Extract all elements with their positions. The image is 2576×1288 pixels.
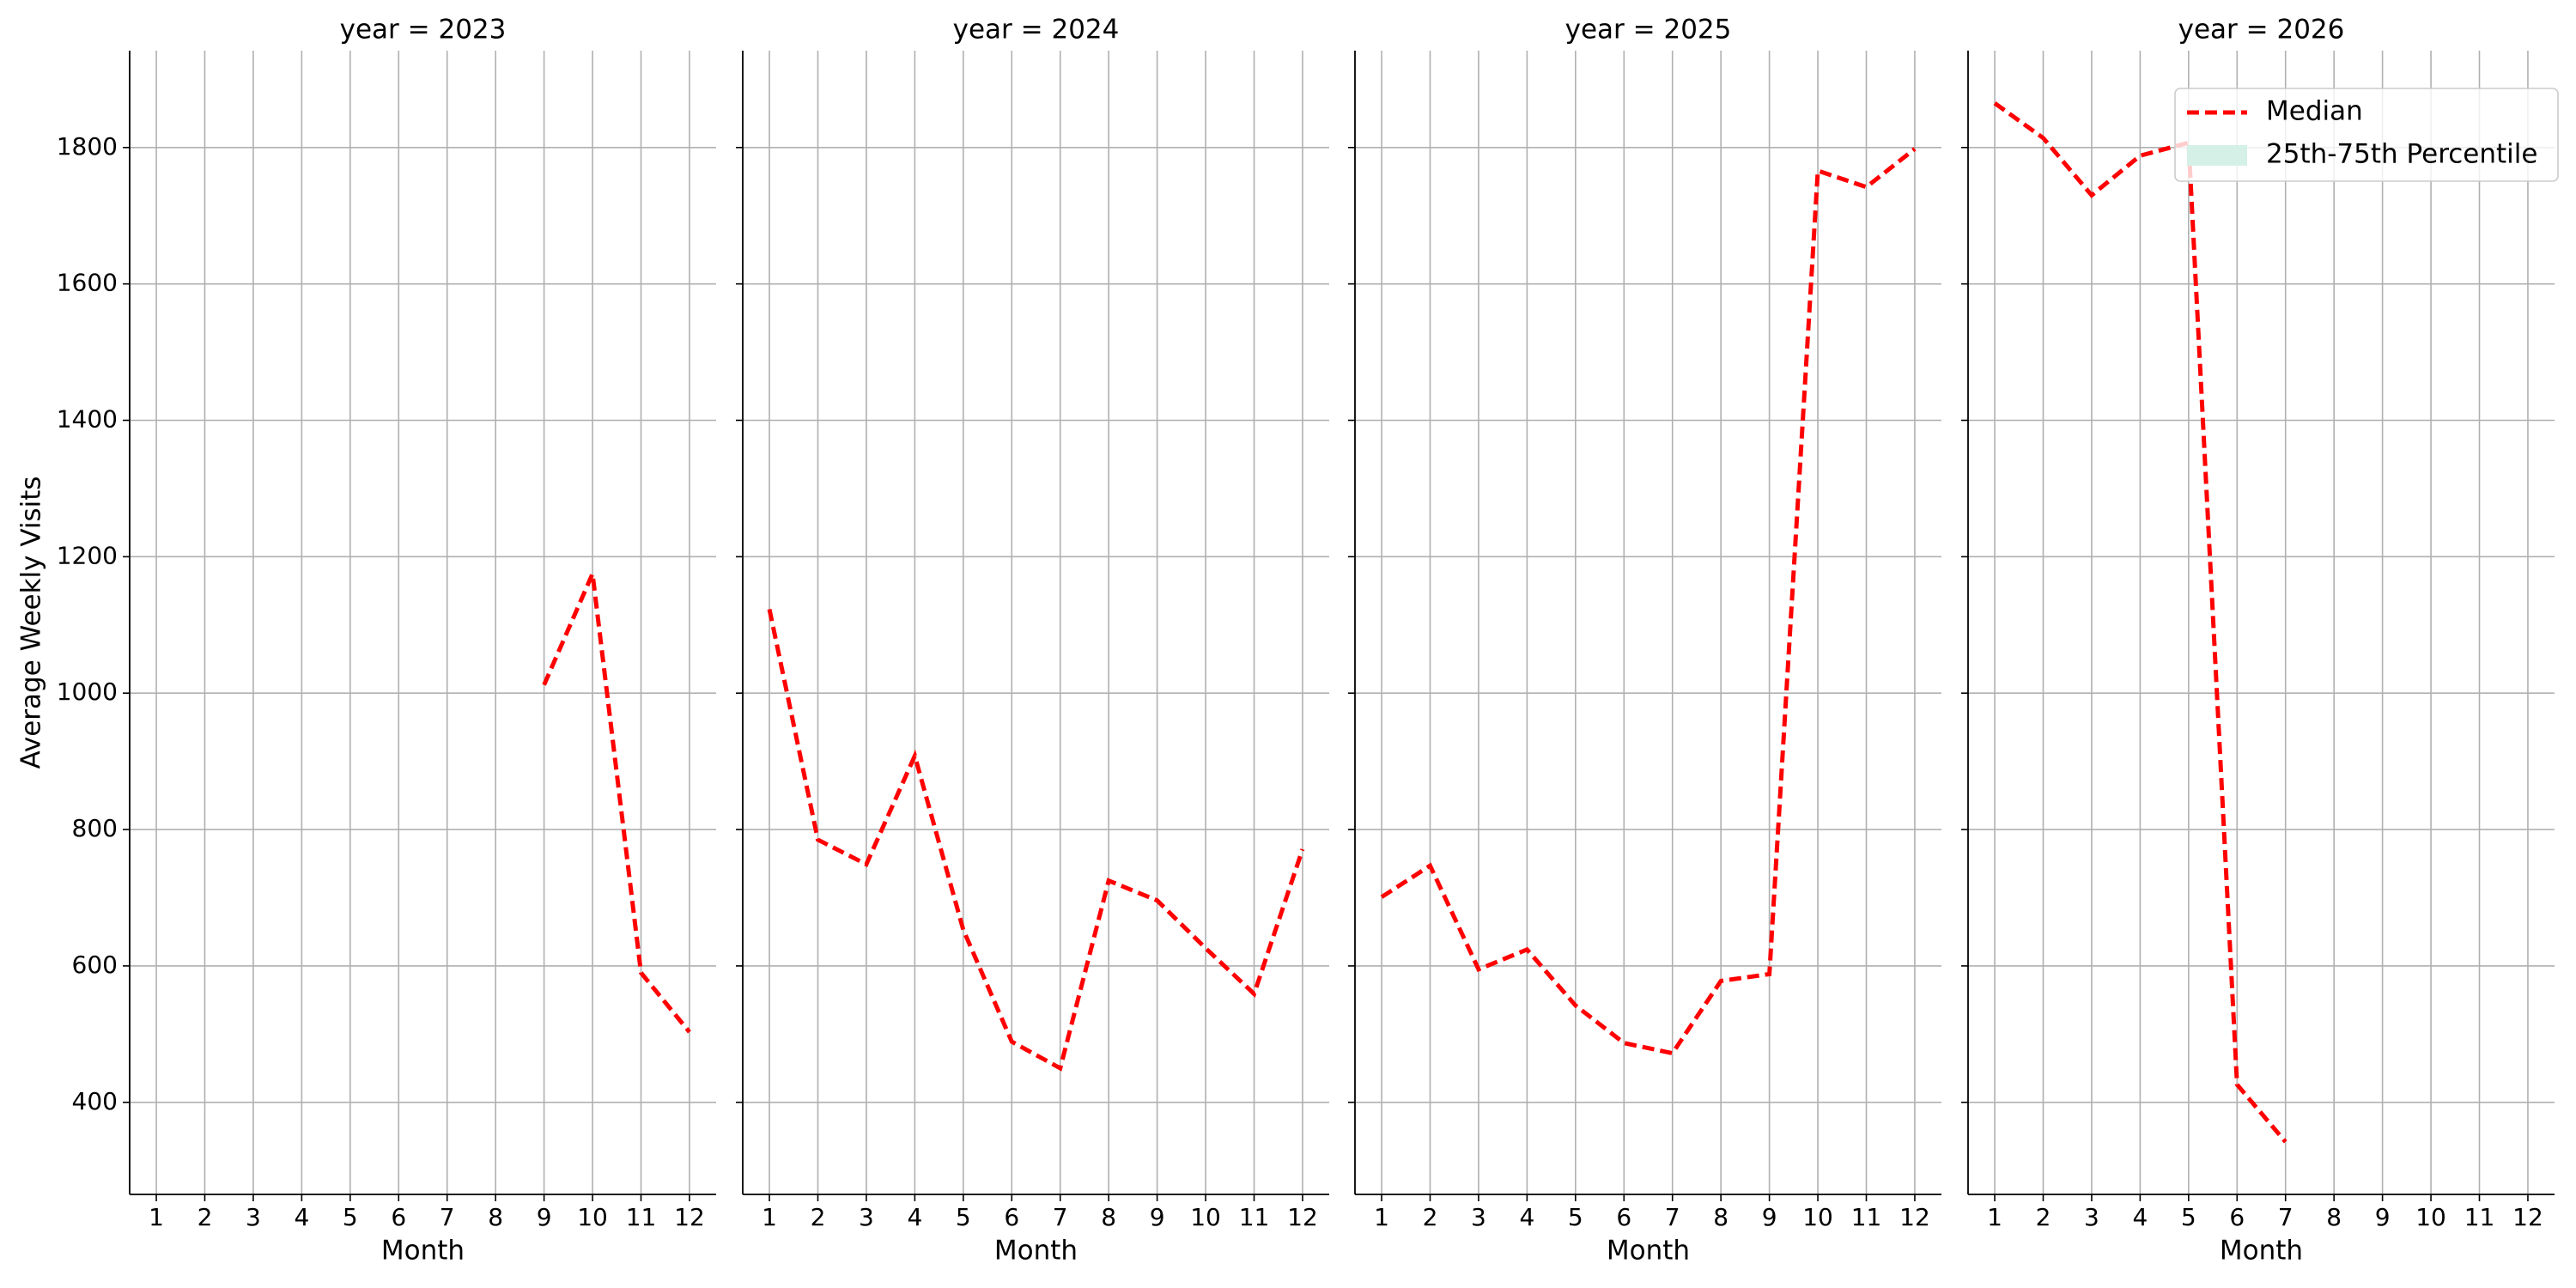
x-tick-label: 3 [246,1203,261,1231]
median-line [1380,147,1917,1056]
x-tick-label: 11 [1239,1203,1270,1231]
y-tick-label: 1600 [57,269,118,297]
x-tick-label: 4 [907,1203,922,1231]
legend-label: Median [2266,96,2363,127]
x-tick-label: 2 [811,1203,826,1231]
x-tick-label: 12 [1899,1203,1930,1231]
panel-title: year = 2026 [2178,15,2345,46]
x-tick-label: 4 [294,1203,309,1231]
y-axis-label: Average Weekly Visits [16,476,47,769]
x-tick-label: 6 [1004,1203,1019,1231]
x-tick-label: 5 [2181,1203,2196,1231]
x-tick-label: 8 [1101,1203,1116,1231]
x-tick-label: 7 [440,1203,455,1231]
x-tick-label: 12 [2512,1203,2543,1231]
x-axis-label: Month [2220,1236,2303,1267]
panel-title: year = 2024 [953,15,1120,46]
panel-title: year = 2025 [1565,15,1732,46]
y-tick-label: 600 [72,951,118,979]
x-tick-label: 2 [2036,1203,2051,1231]
x-tick-label: 9 [537,1203,552,1231]
x-tick-label: 3 [2084,1203,2099,1231]
x-tick-label: 1 [1987,1203,2002,1231]
x-tick-label: 1 [149,1203,164,1231]
x-tick-label: 12 [674,1203,705,1231]
x-tick-label: 7 [1053,1203,1068,1231]
x-tick-label: 1 [1374,1203,1389,1231]
x-tick-label: 6 [2229,1203,2245,1231]
x-tick-label: 10 [2415,1203,2446,1231]
x-tick-label: 10 [1802,1203,1833,1231]
x-tick-label: 4 [1519,1203,1534,1231]
y-tick-label: 1200 [57,541,118,569]
legend-box [2174,88,2559,182]
x-tick-label: 9 [2375,1203,2391,1231]
x-tick-label: 8 [2326,1203,2342,1231]
legend-label: 25th-75th Percentile [2266,139,2537,170]
median-line [542,565,691,1034]
x-tick-label: 5 [343,1203,358,1231]
x-tick-label: 5 [956,1203,971,1231]
x-tick-label: 9 [1762,1203,1777,1231]
x-tick-label: 11 [626,1203,657,1231]
panel-title: year = 2023 [340,15,507,46]
x-axis-label: Month [1607,1236,1690,1267]
x-tick-label: 2 [1423,1203,1438,1231]
x-tick-label: 5 [1568,1203,1583,1231]
x-tick-label: 3 [859,1203,874,1231]
y-tick-label: 1800 [57,132,118,161]
x-tick-label: 8 [1713,1203,1728,1231]
x-tick-label: 1 [762,1203,777,1231]
x-tick-label: 2 [197,1203,213,1231]
x-tick-label: 10 [1190,1203,1221,1231]
x-tick-label: 11 [2464,1203,2495,1231]
x-tick-label: 12 [1287,1203,1318,1231]
x-tick-label: 8 [488,1203,503,1231]
median-line [1993,101,2287,1144]
x-tick-label: 9 [1150,1203,1165,1231]
x-axis-label: Month [994,1236,1078,1267]
x-tick-label: 7 [1665,1203,1680,1231]
x-tick-label: 6 [1616,1203,1631,1231]
x-tick-label: 10 [577,1203,608,1231]
x-tick-label: 3 [1471,1203,1486,1231]
x-axis-label: Month [381,1236,465,1267]
x-tick-label: 6 [391,1203,406,1231]
y-tick-label: 1000 [57,677,118,706]
legend-swatch [2187,145,2247,166]
y-tick-label: 800 [72,814,118,842]
median-line [767,608,1305,1072]
x-tick-label: 4 [2132,1203,2148,1231]
x-tick-label: 7 [2278,1203,2293,1231]
y-tick-label: 400 [72,1087,118,1115]
y-tick-label: 1400 [57,404,118,433]
x-tick-label: 11 [1851,1203,1882,1231]
